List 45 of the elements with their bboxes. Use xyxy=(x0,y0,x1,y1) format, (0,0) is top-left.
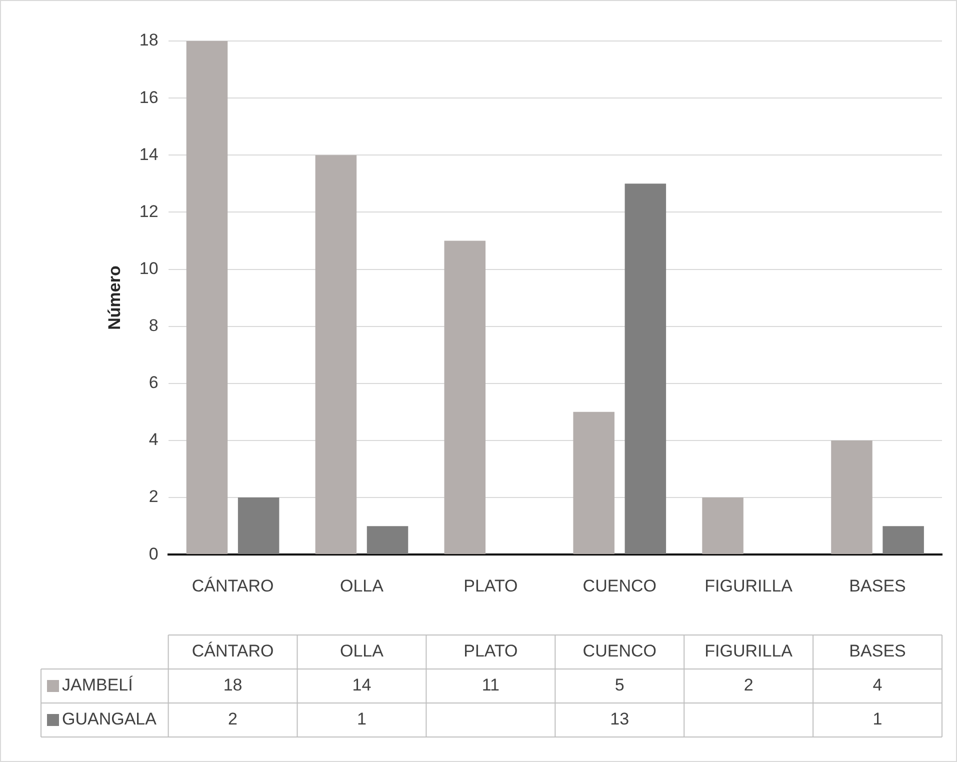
data-label: 13 xyxy=(610,710,630,729)
y-tick-label: 4 xyxy=(148,430,158,450)
data-label: 2 xyxy=(744,676,754,695)
data-label: 5 xyxy=(614,676,624,695)
x-tick-label: OLLA xyxy=(340,576,384,596)
category-label: CÁNTARO xyxy=(192,642,274,661)
data-label: 11 xyxy=(482,676,500,695)
data-label: 18 xyxy=(223,676,242,695)
category-label: OLLA xyxy=(340,642,384,661)
bar xyxy=(315,155,357,554)
category-label: BASES xyxy=(849,642,906,661)
y-tick-label: 6 xyxy=(148,373,158,392)
category-label: PLATO xyxy=(464,642,518,661)
legend-label: GUANGALA xyxy=(62,710,158,729)
y-tick-label: 10 xyxy=(139,258,158,278)
y-tick-label: 0 xyxy=(148,544,158,564)
bar xyxy=(238,498,280,554)
legend-label: JAMBELÍ xyxy=(62,676,134,695)
bar xyxy=(444,240,486,554)
bar xyxy=(702,498,744,554)
y-tick-label: 18 xyxy=(139,30,158,50)
data-label: 14 xyxy=(352,676,372,695)
x-tick-label: BASES xyxy=(849,576,906,596)
bar xyxy=(366,526,408,554)
category-label: FIGURILLA xyxy=(704,642,793,661)
x-tick-label: CÁNTARO xyxy=(192,576,274,596)
y-axis-title: Número xyxy=(104,266,124,330)
data-label: 1 xyxy=(356,710,366,729)
x-tick-label: CUENCO xyxy=(582,576,656,596)
bar xyxy=(831,440,872,554)
category-label: CUENCO xyxy=(582,642,656,661)
x-tick-label: FIGURILLA xyxy=(704,576,794,596)
bar xyxy=(624,184,666,554)
data-label: 4 xyxy=(872,676,882,695)
y-tick-label: 16 xyxy=(139,88,158,107)
y-tick-label: 2 xyxy=(148,487,158,506)
data-label: 2 xyxy=(228,710,238,729)
bar xyxy=(882,526,924,554)
x-tick-label: PLATO xyxy=(464,576,518,596)
y-tick-label: 8 xyxy=(148,316,158,336)
bar xyxy=(186,41,228,554)
y-tick-label: 14 xyxy=(139,144,158,164)
data-label: 1 xyxy=(872,710,882,729)
y-tick-label: 12 xyxy=(139,202,158,221)
bar xyxy=(573,412,614,554)
